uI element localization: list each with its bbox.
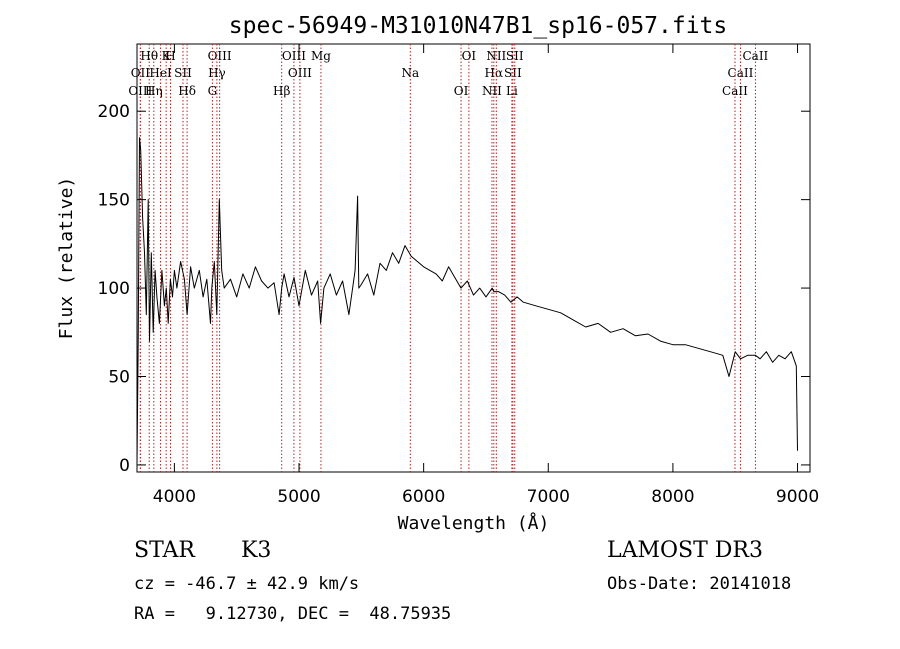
spectral-line-label: Hθ [140, 49, 158, 63]
spectral-line-label: NII [482, 84, 502, 98]
coordinates: RA = 9.12730, DEC = 48.75935 [134, 604, 452, 624]
spectral-line-label: OI [454, 84, 469, 98]
plot-frame [136, 43, 811, 473]
object-class: STAR [134, 538, 195, 563]
spectral-line-label: SII [506, 49, 524, 63]
spectral-line-label: NII [486, 49, 506, 63]
spectral-line-label: Hβ [273, 84, 290, 98]
spectral-line-label: CaII [722, 84, 748, 98]
spectral-line-label: OIII [288, 66, 312, 80]
spectral-line-label: Hη [145, 84, 163, 98]
x-tick-label: 5000 [277, 487, 320, 507]
y-axis-label: Flux (relative) [56, 177, 77, 340]
spectral-line-label: Hδ [178, 84, 196, 98]
spectral-line-label: Li [506, 84, 518, 98]
y-tick-label: 0 [119, 456, 130, 476]
spectral-line-label: K [162, 49, 172, 63]
spectral-line-label: CaII [728, 66, 754, 80]
x-tick-label: 4000 [153, 487, 196, 507]
spectral-line-label: Mg [311, 49, 331, 63]
x-tick-label: 8000 [651, 487, 694, 507]
spectral-line-label: CaII [742, 49, 768, 63]
x-tick-label: 6000 [402, 487, 445, 507]
y-tick-label: 100 [98, 279, 130, 299]
spectral-line-label: OIII [128, 84, 152, 98]
spectral-line-label: OIII [282, 49, 306, 63]
survey-name: LAMOST DR3 [607, 538, 763, 563]
spectral-line-label: OI [462, 49, 477, 63]
spectral-line-label: SII [174, 66, 192, 80]
observation-date: Obs-Date: 20141018 [607, 574, 792, 594]
spectral-line-label: SII [504, 66, 522, 80]
chart-title: spec-56949-M31010N47B1_sp16-057.fits [229, 13, 728, 39]
y-tick-label: 200 [98, 102, 130, 122]
y-tick-label: 150 [98, 191, 130, 211]
spectral-line-label: Hγ [208, 66, 226, 80]
x-tick-label: 9000 [776, 487, 819, 507]
spectral-line-label: Hα [485, 66, 504, 80]
spectral-line-label: Na [401, 66, 419, 80]
spectrum-series-line [136, 137, 798, 465]
y-tick-label: 50 [108, 367, 130, 387]
object-subclass: K3 [241, 538, 272, 563]
spectral-line-label: G [208, 84, 218, 98]
redshift-velocity: cz = -46.7 ± 42.9 km/s [134, 574, 360, 594]
x-tick-label: 7000 [527, 487, 570, 507]
spectral-line-label: OIII [208, 49, 232, 63]
spectral-line-label: HeI [149, 66, 172, 80]
x-axis-label: Wavelength (Å) [398, 512, 550, 534]
spectral-line-label: H [165, 49, 175, 63]
